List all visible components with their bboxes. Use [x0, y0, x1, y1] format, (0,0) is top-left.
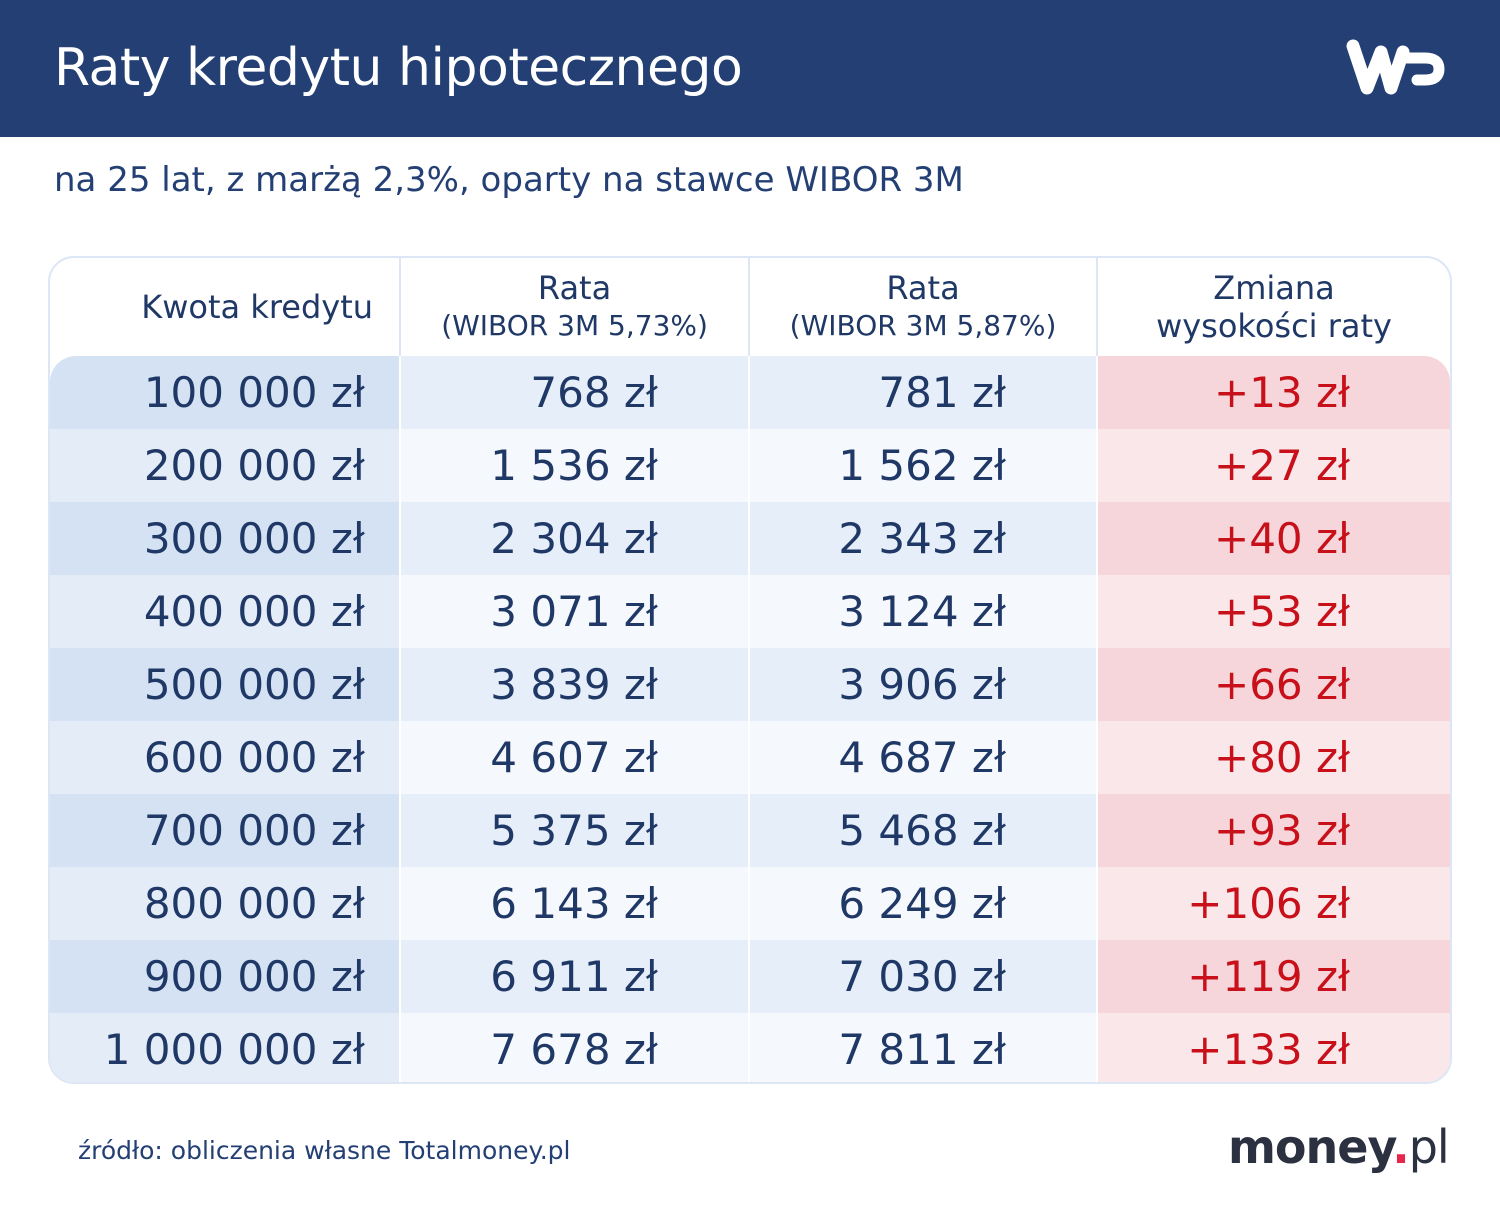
table-row: 900 000 zł 6 911 zł 7 030 zł +119 zł	[50, 940, 1450, 1013]
subtitle: na 25 lat, z marżą 2,3%, oparty na stawc…	[54, 160, 964, 200]
column-header: Zmiana wysokości raty	[1156, 269, 1392, 345]
table-row: 600 000 zł 4 607 zł 4 687 zł +80 zł	[50, 721, 1450, 794]
rate-change-cell: +27 zł	[1097, 429, 1450, 502]
loan-amount-cell: 600 000 zł	[50, 721, 401, 794]
loan-amount-cell: 1 000 000 zł	[50, 1013, 401, 1082]
loan-amount-cell: 900 000 zł	[50, 940, 401, 1013]
table-row: 700 000 zł 5 375 zł 5 468 zł +93 zł	[50, 794, 1450, 867]
rate-change-cell: +133 zł	[1097, 1013, 1450, 1082]
rate-5-73-cell: 3 839 zł	[400, 648, 750, 721]
rate-5-87-cell: 3 124 zł	[749, 575, 1098, 648]
rate-5-87-cell: 6 249 zł	[749, 867, 1098, 940]
rate-5-73-cell: 6 143 zł	[400, 867, 750, 940]
table-header: Kwota kredytu Rata (WIBOR 3M 5,73%) Rata(…	[50, 258, 1450, 356]
column-header: Kwota kredytu	[50, 258, 402, 356]
wp-logo	[1346, 39, 1445, 95]
rate-change-cell: +53 zł	[1097, 575, 1450, 648]
rate-5-87-cell: 7 811 zł	[749, 1013, 1098, 1082]
rate-change-cell: +66 zł	[1097, 648, 1450, 721]
loan-amount-cell: 700 000 zł	[50, 794, 401, 867]
rate-change-cell: +40 zł	[1097, 502, 1450, 575]
rate-change-cell: +80 zł	[1097, 721, 1450, 794]
rate-5-73-cell: 5 375 zł	[400, 794, 750, 867]
loan-amount-cell: 800 000 zł	[50, 867, 401, 940]
rate-change-cell: +93 zł	[1097, 794, 1450, 867]
rate-5-87-cell: 5 468 zł	[749, 794, 1098, 867]
rate-5-73-cell: 1 536 zł	[400, 429, 750, 502]
column-header: Rata (WIBOR 3M 5,73%)	[401, 258, 751, 356]
table-row: 300 000 zł 2 304 zł 2 343 zł +40 zł	[50, 502, 1450, 575]
rate-5-87-cell: 1 562 zł	[749, 429, 1098, 502]
rate-5-73-cell: 2 304 zł	[400, 502, 750, 575]
table-row: 100 000 zł 768 zł 781 zł +13 zł	[50, 356, 1450, 429]
page-title: Raty kredytu hipotecznego	[54, 38, 743, 98]
rate-5-73-cell: 4 607 zł	[400, 721, 750, 794]
mortgage-table: Kwota kredytu Rata (WIBOR 3M 5,73%) Rata(…	[48, 256, 1452, 1084]
rate-change-cell: +106 zł	[1097, 867, 1450, 940]
loan-amount-cell: 200 000 zł	[50, 429, 401, 502]
table-row: 800 000 zł 6 143 zł 6 249 zł +106 zł	[50, 867, 1450, 940]
rate-5-73-cell: 3 071 zł	[400, 575, 750, 648]
table-row: 200 000 zł 1 536 zł 1 562 zł +27 zł	[50, 429, 1450, 502]
rate-5-87-cell: 781 zł	[749, 356, 1098, 429]
rate-5-73-cell: 7 678 zł	[400, 1013, 750, 1082]
rate-5-87-cell: 2 343 zł	[749, 502, 1098, 575]
table-row: 400 000 zł 3 071 zł 3 124 zł +53 zł	[50, 575, 1450, 648]
rate-5-87-cell: 3 906 zł	[749, 648, 1098, 721]
column-header: Rata (WIBOR 3M 5,87%)	[750, 258, 1099, 356]
rate-5-73-cell: 6 911 zł	[400, 940, 750, 1013]
money-pl-logo: money.pl	[1228, 1120, 1450, 1174]
table-body: 100 000 zł 768 zł 781 zł +13 zł 200 000 zł 1 …	[50, 356, 1450, 1082]
loan-amount-cell: 500 000 zł	[50, 648, 401, 721]
rate-5-73-cell: 768 zł	[400, 356, 750, 429]
source-note: źródło: obliczenia własne Totalmoney.pl	[78, 1136, 571, 1165]
rate-5-87-cell: 7 030 zł	[749, 940, 1098, 1013]
header-banner: Raty kredytu hipotecznego	[0, 0, 1500, 137]
table-row: 1 000 000 zł 7 678 zł 7 811 zł +133 zł	[50, 1013, 1450, 1082]
rate-change-cell: +119 zł	[1097, 940, 1450, 1013]
loan-amount-cell: 100 000 zł	[50, 356, 401, 429]
rate-5-87-cell: 4 687 zł	[749, 721, 1098, 794]
table-row: 500 000 zł 3 839 zł 3 906 zł +66 zł	[50, 648, 1450, 721]
rate-change-cell: +13 zł	[1097, 356, 1450, 429]
loan-amount-cell: 400 000 zł	[50, 575, 401, 648]
loan-amount-cell: 300 000 zł	[50, 502, 401, 575]
